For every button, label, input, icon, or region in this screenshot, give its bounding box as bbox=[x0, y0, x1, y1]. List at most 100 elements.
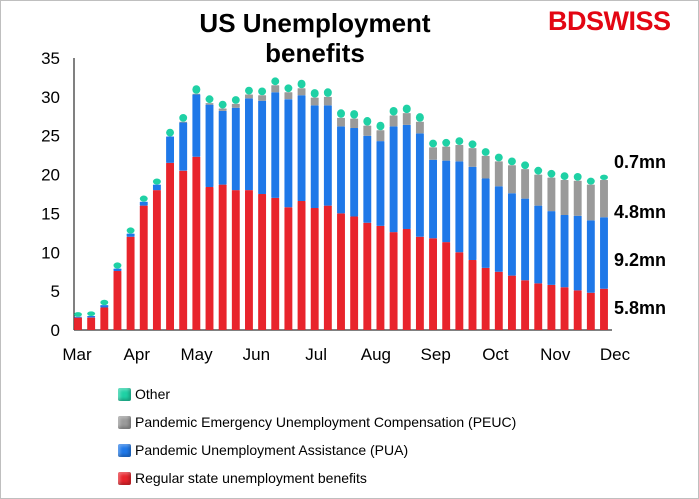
legend-swatch-pua bbox=[118, 443, 131, 457]
bar-segment bbox=[245, 190, 253, 330]
bar-segment bbox=[547, 169, 556, 178]
bar-segment bbox=[192, 93, 201, 95]
bar-segment bbox=[481, 155, 490, 179]
bar-segment bbox=[271, 77, 280, 86]
bar-segment bbox=[376, 121, 385, 131]
bar-segment bbox=[494, 153, 503, 162]
bar-segment bbox=[231, 190, 240, 330]
bar-segment bbox=[87, 311, 96, 317]
bar-segment bbox=[573, 215, 582, 291]
x-tick-label: Jun bbox=[243, 345, 270, 364]
bar-segment bbox=[363, 135, 372, 223]
bar-segment bbox=[508, 193, 516, 276]
bar-segment bbox=[337, 109, 345, 118]
bar-segment bbox=[586, 292, 595, 330]
bar-segment bbox=[481, 267, 490, 330]
bar-segment bbox=[415, 121, 424, 134]
bar-segment bbox=[586, 220, 595, 293]
bar-segment bbox=[600, 174, 608, 181]
x-tick-label: Dec bbox=[600, 345, 631, 364]
bar-segment bbox=[508, 275, 516, 330]
bar-segment bbox=[350, 127, 359, 217]
bar-segment bbox=[573, 290, 582, 330]
bar-segment bbox=[415, 236, 424, 330]
bar-segment bbox=[560, 180, 569, 215]
bar-segment bbox=[415, 133, 424, 237]
chart-legend: Other Pandemic Emergency Unemployment Co… bbox=[118, 380, 516, 492]
bar-segment bbox=[376, 225, 385, 330]
bar-segment bbox=[494, 186, 503, 272]
bar-segment bbox=[152, 184, 161, 191]
bar-segment bbox=[560, 172, 569, 181]
bar-segment bbox=[481, 178, 490, 268]
bar-segment bbox=[205, 103, 214, 105]
bar-segment bbox=[429, 159, 437, 239]
bar-segment bbox=[337, 213, 345, 330]
bar-segment bbox=[508, 165, 516, 194]
bar-segment bbox=[297, 88, 306, 96]
bar-segment bbox=[74, 317, 82, 330]
y-tick-label: 35 bbox=[41, 49, 60, 68]
bar-segment bbox=[468, 148, 477, 167]
bar-segment bbox=[455, 161, 464, 253]
bar-segment bbox=[284, 207, 293, 330]
logo-text-bd: BD bbox=[548, 6, 587, 36]
bar-segment bbox=[389, 232, 398, 330]
bar-segment bbox=[415, 113, 424, 122]
bar-segment bbox=[205, 104, 214, 188]
bar-segment bbox=[284, 99, 293, 208]
bar-segment bbox=[389, 115, 398, 127]
bar-segment bbox=[337, 126, 345, 214]
legend-label-peuc: Pandemic Emergency Unemployment Compensa… bbox=[135, 414, 517, 430]
bar-segment bbox=[521, 161, 530, 170]
bar-segment bbox=[231, 96, 240, 104]
bar-segment bbox=[87, 317, 96, 330]
bar-segment bbox=[310, 207, 319, 330]
bar-segment bbox=[350, 216, 359, 330]
annotation-other: 0.7mn bbox=[614, 152, 667, 172]
bar-segment bbox=[442, 160, 451, 243]
bar-segment bbox=[534, 174, 543, 206]
bar-segment bbox=[455, 145, 464, 162]
bar-segment bbox=[271, 197, 280, 330]
bar-segment bbox=[113, 262, 122, 269]
bar-segment bbox=[534, 283, 543, 330]
bar-segment bbox=[337, 117, 345, 127]
bar-segment bbox=[179, 122, 188, 171]
y-tick-label: 15 bbox=[41, 204, 60, 223]
bar-segment bbox=[218, 108, 227, 111]
bar-segment bbox=[152, 190, 161, 330]
bar-segment bbox=[245, 86, 253, 95]
bar-segment bbox=[547, 284, 556, 330]
bar-segment bbox=[534, 166, 543, 175]
bar-segment bbox=[521, 198, 530, 281]
x-tick-label: Nov bbox=[540, 345, 571, 364]
bar-segment bbox=[586, 184, 595, 221]
bar-segment bbox=[547, 211, 556, 285]
annotation-pua: 9.2mn bbox=[614, 250, 667, 270]
x-tick-label: Mar bbox=[62, 345, 92, 364]
bar-segment bbox=[442, 242, 451, 330]
bar-segment bbox=[573, 180, 582, 216]
bar-segment bbox=[231, 107, 240, 191]
y-tick-label: 30 bbox=[41, 88, 60, 107]
bar-segment bbox=[547, 177, 556, 212]
legend-swatch-regular bbox=[118, 471, 131, 485]
bar-segment bbox=[139, 201, 148, 206]
annotation-regular: 5.8mn bbox=[614, 298, 667, 318]
bar-segment bbox=[363, 125, 372, 136]
bar-segment bbox=[455, 252, 464, 330]
legend-item-peuc: Pandemic Emergency Unemployment Compensa… bbox=[118, 408, 516, 436]
y-tick-label: 20 bbox=[41, 166, 60, 185]
bar-segment bbox=[139, 205, 148, 330]
legend-swatch-peuc bbox=[118, 415, 131, 429]
bar-segment bbox=[245, 98, 253, 191]
bar-segment bbox=[192, 94, 201, 157]
legend-label-other: Other bbox=[135, 386, 171, 402]
bar-segment bbox=[481, 148, 490, 156]
bar-segment bbox=[442, 138, 451, 147]
bar-segment bbox=[560, 287, 569, 330]
bar-segment bbox=[166, 136, 174, 163]
bar-segment bbox=[126, 227, 135, 234]
bar-segment bbox=[323, 88, 332, 97]
